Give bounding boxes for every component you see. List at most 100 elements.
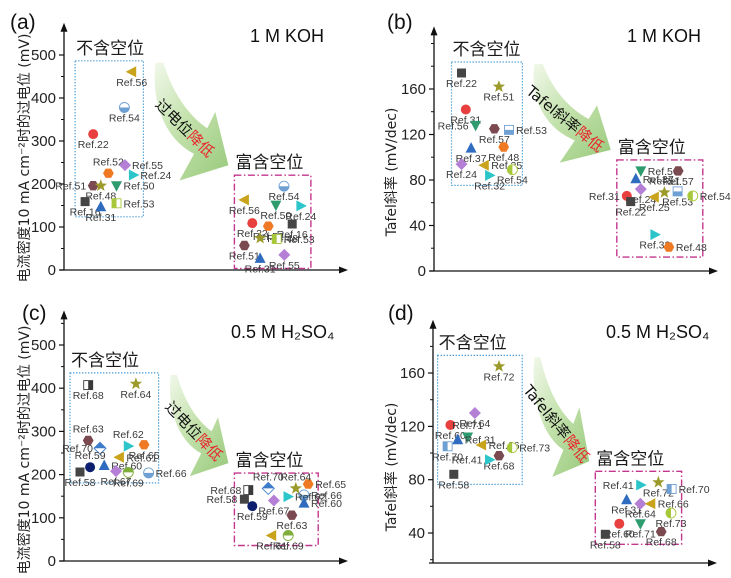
y-tick-label: 200 bbox=[31, 467, 56, 484]
half-square-fill bbox=[88, 380, 93, 390]
marker-ref-58 bbox=[600, 529, 610, 539]
star-shape bbox=[492, 359, 506, 372]
point-label: Ref.58 bbox=[438, 479, 469, 491]
marker-ref-68 bbox=[83, 380, 94, 391]
half-circle-fill bbox=[279, 186, 289, 192]
group-label: 不含空位 bbox=[439, 333, 507, 353]
point-label: Ref.31 bbox=[589, 191, 620, 203]
point-label: Ref.56 bbox=[116, 77, 147, 89]
marker-ref-41 bbox=[485, 454, 496, 466]
y-axis-label: Tafel斜率 (mV/dec) bbox=[383, 403, 400, 533]
triangle-left-shape bbox=[644, 498, 656, 510]
marker-ref-57 bbox=[672, 166, 684, 176]
point-label: Ref.64 bbox=[280, 471, 311, 483]
point-label: Ref.66 bbox=[156, 468, 187, 480]
hexagon-shape bbox=[82, 435, 94, 446]
y-tick-label: 300 bbox=[31, 423, 56, 440]
marker-ref-60 bbox=[614, 518, 625, 529]
point-label: Ref.67 bbox=[258, 506, 289, 518]
point-label: Ref.71 bbox=[452, 420, 483, 432]
point-label: Ref.48 bbox=[488, 152, 519, 164]
panel-title: 1 M KOH bbox=[627, 26, 701, 46]
x-axis-arrowhead bbox=[339, 557, 348, 565]
point-label: Ref.68 bbox=[210, 485, 241, 497]
hexagon-shape bbox=[138, 440, 150, 450]
point-label: Ref.64 bbox=[120, 389, 151, 401]
square-shape bbox=[626, 197, 636, 207]
hexagon-shape bbox=[489, 124, 500, 134]
group-label: 富含空位 bbox=[235, 153, 303, 173]
marker-ref-64 bbox=[634, 497, 647, 510]
marker-ref-64 bbox=[129, 377, 143, 390]
marker-ref-59 bbox=[247, 501, 258, 512]
group-label: 不含空位 bbox=[76, 39, 144, 59]
marker-ref-60 bbox=[445, 420, 456, 430]
point-label: Ref.16 bbox=[70, 207, 101, 219]
marker-ref-58 bbox=[239, 494, 249, 504]
marker-ref-52 bbox=[262, 221, 274, 231]
star-shape bbox=[129, 377, 143, 390]
triangle-left-shape bbox=[478, 159, 489, 171]
y-tick-label: 500 bbox=[31, 337, 56, 354]
marker-ref-59 bbox=[85, 462, 96, 473]
half-square-fill bbox=[667, 484, 672, 494]
marker-ref-66 bbox=[475, 439, 487, 451]
point-label: Ref.73 bbox=[519, 443, 550, 455]
point-label: Ref.70 bbox=[62, 443, 93, 455]
hexagon-shape bbox=[663, 242, 675, 252]
triangle-left-shape bbox=[648, 191, 659, 203]
point-label: Ref.37 bbox=[643, 174, 674, 186]
half-diamond-fill bbox=[262, 482, 275, 489]
point-label: Ref.41 bbox=[603, 480, 634, 492]
marker-ref-16 bbox=[80, 197, 90, 207]
marker-ref-55 bbox=[278, 248, 291, 261]
marker-ref-22 bbox=[88, 129, 99, 140]
point-label: Ref.31 bbox=[85, 212, 116, 224]
group-box bbox=[233, 472, 319, 547]
point-label: Ref.62 bbox=[113, 429, 144, 441]
marker-ref-53 bbox=[111, 198, 122, 209]
marker-ref-53 bbox=[271, 234, 282, 244]
diamond-shape bbox=[119, 159, 131, 172]
triangle-right-shape bbox=[650, 229, 661, 241]
point-label: Ref.60 bbox=[311, 498, 342, 510]
triangle-right-shape bbox=[128, 169, 140, 181]
marker-ref-66 bbox=[644, 498, 656, 510]
marker-ref-50 bbox=[270, 200, 282, 212]
point-label: Ref.69 bbox=[273, 541, 304, 553]
half-square-fill bbox=[673, 191, 683, 196]
diamond-shape bbox=[468, 407, 481, 419]
hexagon-shape bbox=[103, 168, 114, 178]
marker-ref-70 bbox=[261, 481, 275, 496]
marker-ref-62 bbox=[123, 440, 135, 452]
group-label: 不含空位 bbox=[71, 351, 139, 371]
marker-ref-24 bbox=[128, 169, 140, 181]
point-label: Ref.53 bbox=[284, 234, 315, 246]
point-label: Ref.51 bbox=[55, 181, 86, 193]
marker-ref-32 bbox=[485, 169, 496, 181]
point-label: Ref.31 bbox=[611, 505, 642, 517]
marker-ref-65 bbox=[138, 440, 150, 450]
square-shape bbox=[287, 219, 297, 229]
point-label: Ref.64 bbox=[459, 418, 490, 430]
point-label: Ref.70 bbox=[679, 484, 710, 496]
point-label: Ref.67 bbox=[101, 476, 132, 488]
marker-ref-60 bbox=[298, 497, 310, 508]
marker-ref-22 bbox=[247, 218, 258, 229]
marker-ref-62 bbox=[283, 491, 294, 503]
diamond-shape bbox=[267, 494, 280, 507]
half-circle-fill bbox=[143, 472, 154, 478]
group-without-vacancy: 不含空位Ref.22Ref.51Ref.31Ref.56Ref.57Ref.53… bbox=[438, 40, 547, 192]
marker-ref-71 bbox=[634, 519, 646, 530]
half-circle-fill bbox=[666, 508, 671, 518]
y-tick-label: 120 bbox=[401, 127, 426, 144]
star-shape bbox=[658, 186, 671, 198]
marker-ref-68 bbox=[243, 485, 254, 496]
triangle-right-shape bbox=[485, 169, 496, 181]
marker-ref-73 bbox=[665, 507, 677, 519]
marker-ref-54 bbox=[118, 102, 130, 113]
half-square-fill bbox=[504, 129, 514, 135]
marker-ref-31 bbox=[254, 252, 266, 263]
triangle-right-shape bbox=[296, 200, 307, 212]
